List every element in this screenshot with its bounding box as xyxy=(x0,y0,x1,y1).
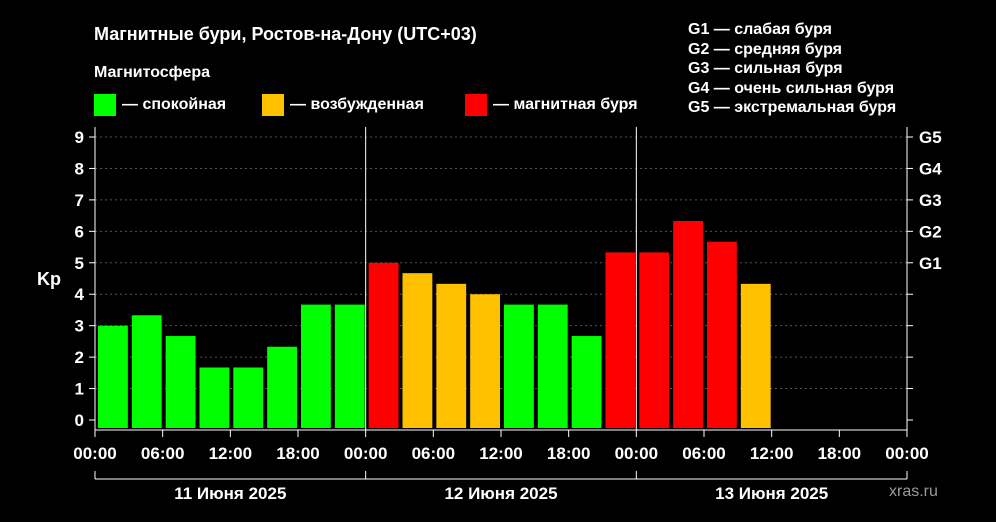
g-scale-g4: G4 — очень сильная буря xyxy=(688,79,895,97)
x-tick-label: 06:00 xyxy=(412,444,455,463)
kp-bar xyxy=(707,241,737,428)
day-label: 13 Июня 2025 xyxy=(715,484,828,503)
x-tick-label: 06:00 xyxy=(682,444,725,463)
kp-bar xyxy=(605,252,636,428)
g-tick-label: G4 xyxy=(919,159,942,178)
x-tick-label: 12:00 xyxy=(479,444,522,463)
kp-bar xyxy=(436,283,467,428)
y-tick-label: 7 xyxy=(75,191,84,210)
x-tick-label: 00:00 xyxy=(885,444,928,463)
kp-bar xyxy=(504,304,534,428)
legend-item-active: — возбужденная xyxy=(262,94,465,116)
kp-bar xyxy=(301,304,331,428)
g-scale-g1: G1 — слабая буря xyxy=(688,21,833,38)
kp-bar xyxy=(402,273,433,428)
chart-axes: 0 1 2 3 4 5 6 7 8 9 G1 G2 G3 G4 G5 Kp 00:00 06:00 12:00 18:… xyxy=(37,128,942,503)
legend-item-storm: — магнитная буря xyxy=(465,94,638,116)
kp-bar xyxy=(571,336,602,428)
kp-bar xyxy=(98,325,128,428)
x-tick-label: 18:00 xyxy=(547,444,590,463)
y-tick-label: 0 xyxy=(75,411,84,430)
legend-title: Магнитосфера xyxy=(94,64,211,81)
y-tick-label: 5 xyxy=(75,254,84,273)
legend: — спокойная — возбужденная — магнитная б… xyxy=(94,94,638,116)
g-tick-label: G2 xyxy=(919,222,942,241)
chart-grid xyxy=(95,136,907,390)
watermark: xras.ru xyxy=(889,483,938,500)
kp-bar xyxy=(368,262,399,428)
kp-bar xyxy=(131,315,162,428)
day-label: 12 Июня 2025 xyxy=(444,484,557,503)
legend-label-active: — возбужденная xyxy=(290,96,424,113)
y-tick-label: 6 xyxy=(75,222,84,241)
g-scale-list: G1 — слабая буря G2 — средняя буря G3 — … xyxy=(688,20,896,118)
legend-swatch-storm xyxy=(465,94,487,116)
y-tick-label: 9 xyxy=(75,128,84,147)
x-tick-label: 00:00 xyxy=(344,444,387,463)
g-scale-g2: G2 — средняя буря xyxy=(688,40,842,58)
kp-bar xyxy=(199,367,230,428)
kp-bar xyxy=(740,283,771,428)
legend-item-quiet: — спокойная xyxy=(94,94,262,116)
kp-bar xyxy=(233,367,264,428)
legend-label-storm: — магнитная буря xyxy=(493,96,638,113)
kp-bar xyxy=(537,304,568,428)
g-tick-label: G3 xyxy=(919,191,942,210)
y-tick-label: 2 xyxy=(75,348,84,367)
y-tick-label: 8 xyxy=(75,159,84,178)
kp-bar xyxy=(165,336,196,428)
kp-bar xyxy=(267,346,297,428)
page-title: Магнитные бури, Ростов-на-Дону (UTC+03) xyxy=(94,24,477,44)
kp-bar xyxy=(639,252,670,428)
chart-bars xyxy=(98,220,771,428)
kp-bar xyxy=(470,294,500,428)
legend-swatch-active xyxy=(262,94,284,116)
y-tick-label: 3 xyxy=(75,317,84,336)
x-tick-label: 00:00 xyxy=(615,444,658,463)
x-tick-label: 18:00 xyxy=(818,444,861,463)
x-tick-label: 18:00 xyxy=(276,444,319,463)
y-tick-label: 1 xyxy=(75,380,84,399)
g-tick-label: G5 xyxy=(919,128,942,147)
g-scale-g5: G5 — экстремальная буря xyxy=(688,99,897,116)
kp-bar xyxy=(334,304,365,428)
legend-label-quiet: — спокойная xyxy=(122,96,227,113)
day-label: 11 Июня 2025 xyxy=(174,484,286,503)
g-tick-label: G1 xyxy=(919,254,942,273)
x-tick-label: 12:00 xyxy=(209,444,252,463)
legend-swatch-quiet xyxy=(94,94,116,116)
x-tick-label: 12:00 xyxy=(750,444,793,463)
x-tick-label: 00:00 xyxy=(73,444,116,463)
y-axis-label: Kp xyxy=(37,269,61,289)
kp-bar xyxy=(673,220,703,428)
x-tick-label: 06:00 xyxy=(141,444,184,463)
y-tick-label: 4 xyxy=(75,285,85,304)
g-scale-g3: G3 — сильная буря xyxy=(688,60,843,77)
